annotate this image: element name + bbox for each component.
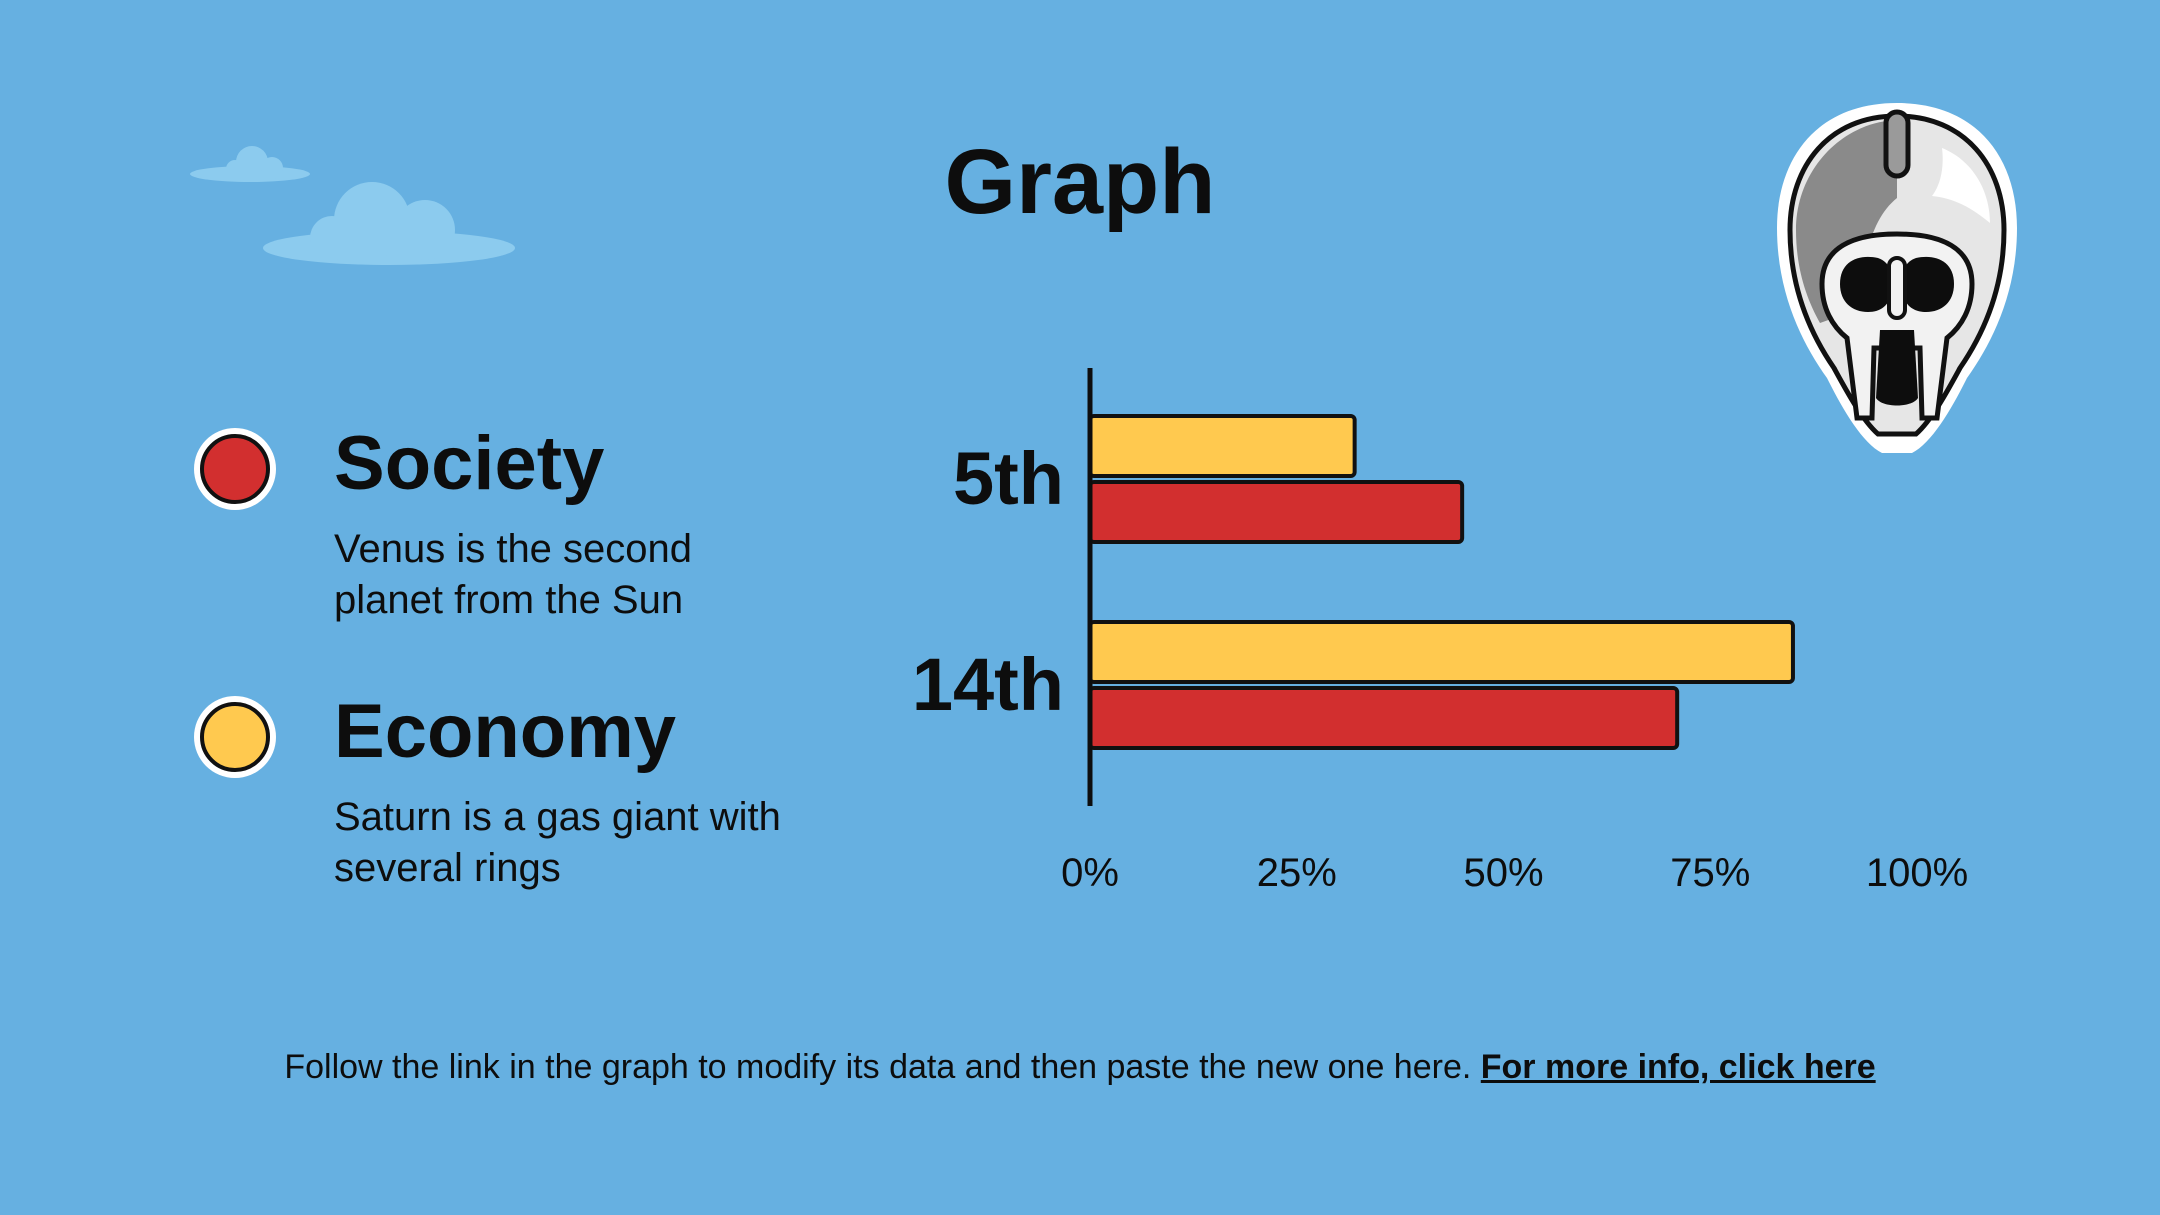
helmet-icon [1777,103,2017,453]
chart-bars [1088,414,1795,750]
legend-item-society: Society Venus is the second planet from … [200,420,840,650]
bar-society-5th [1088,480,1465,544]
legend-description: Venus is the second planet from the Sun [334,527,693,622]
legend-description: Saturn is a gas giant with several rings [334,795,781,890]
category-label: 14th [912,643,1064,726]
x-tick-label: 25% [1257,851,1337,895]
x-tick-label: 75% [1670,851,1750,895]
bar-society-14th [1088,686,1680,750]
legend-item-economy: Economy Saturn is a gas giant with sever… [200,688,840,918]
cloud-icon [263,182,515,265]
x-tick-label: 0% [1061,851,1119,895]
legend-dot-economy [200,702,270,772]
footer-text: Follow the link in the graph to modify i… [284,1048,1472,1086]
x-tick-label: 100% [1866,851,1968,895]
x-tick-labels: 0% 25% 50% 75% 100% [1061,851,1968,895]
footer-note: Follow the link in the graph to modify i… [0,1048,2160,1087]
page-title: Graph [944,131,1216,233]
bar-economy-5th [1088,414,1357,478]
category-labels: 5th 14th [912,437,1064,726]
category-label: 5th [953,437,1064,520]
bar-economy-14th [1088,620,1795,684]
legend-title: Economy [334,689,677,774]
legend-title: Society [334,421,605,506]
more-info-link[interactable]: For more info, click here [1480,1048,1876,1086]
legend-dot-society [200,434,270,504]
cloud-icon [190,146,310,182]
x-tick-label: 50% [1463,851,1543,895]
